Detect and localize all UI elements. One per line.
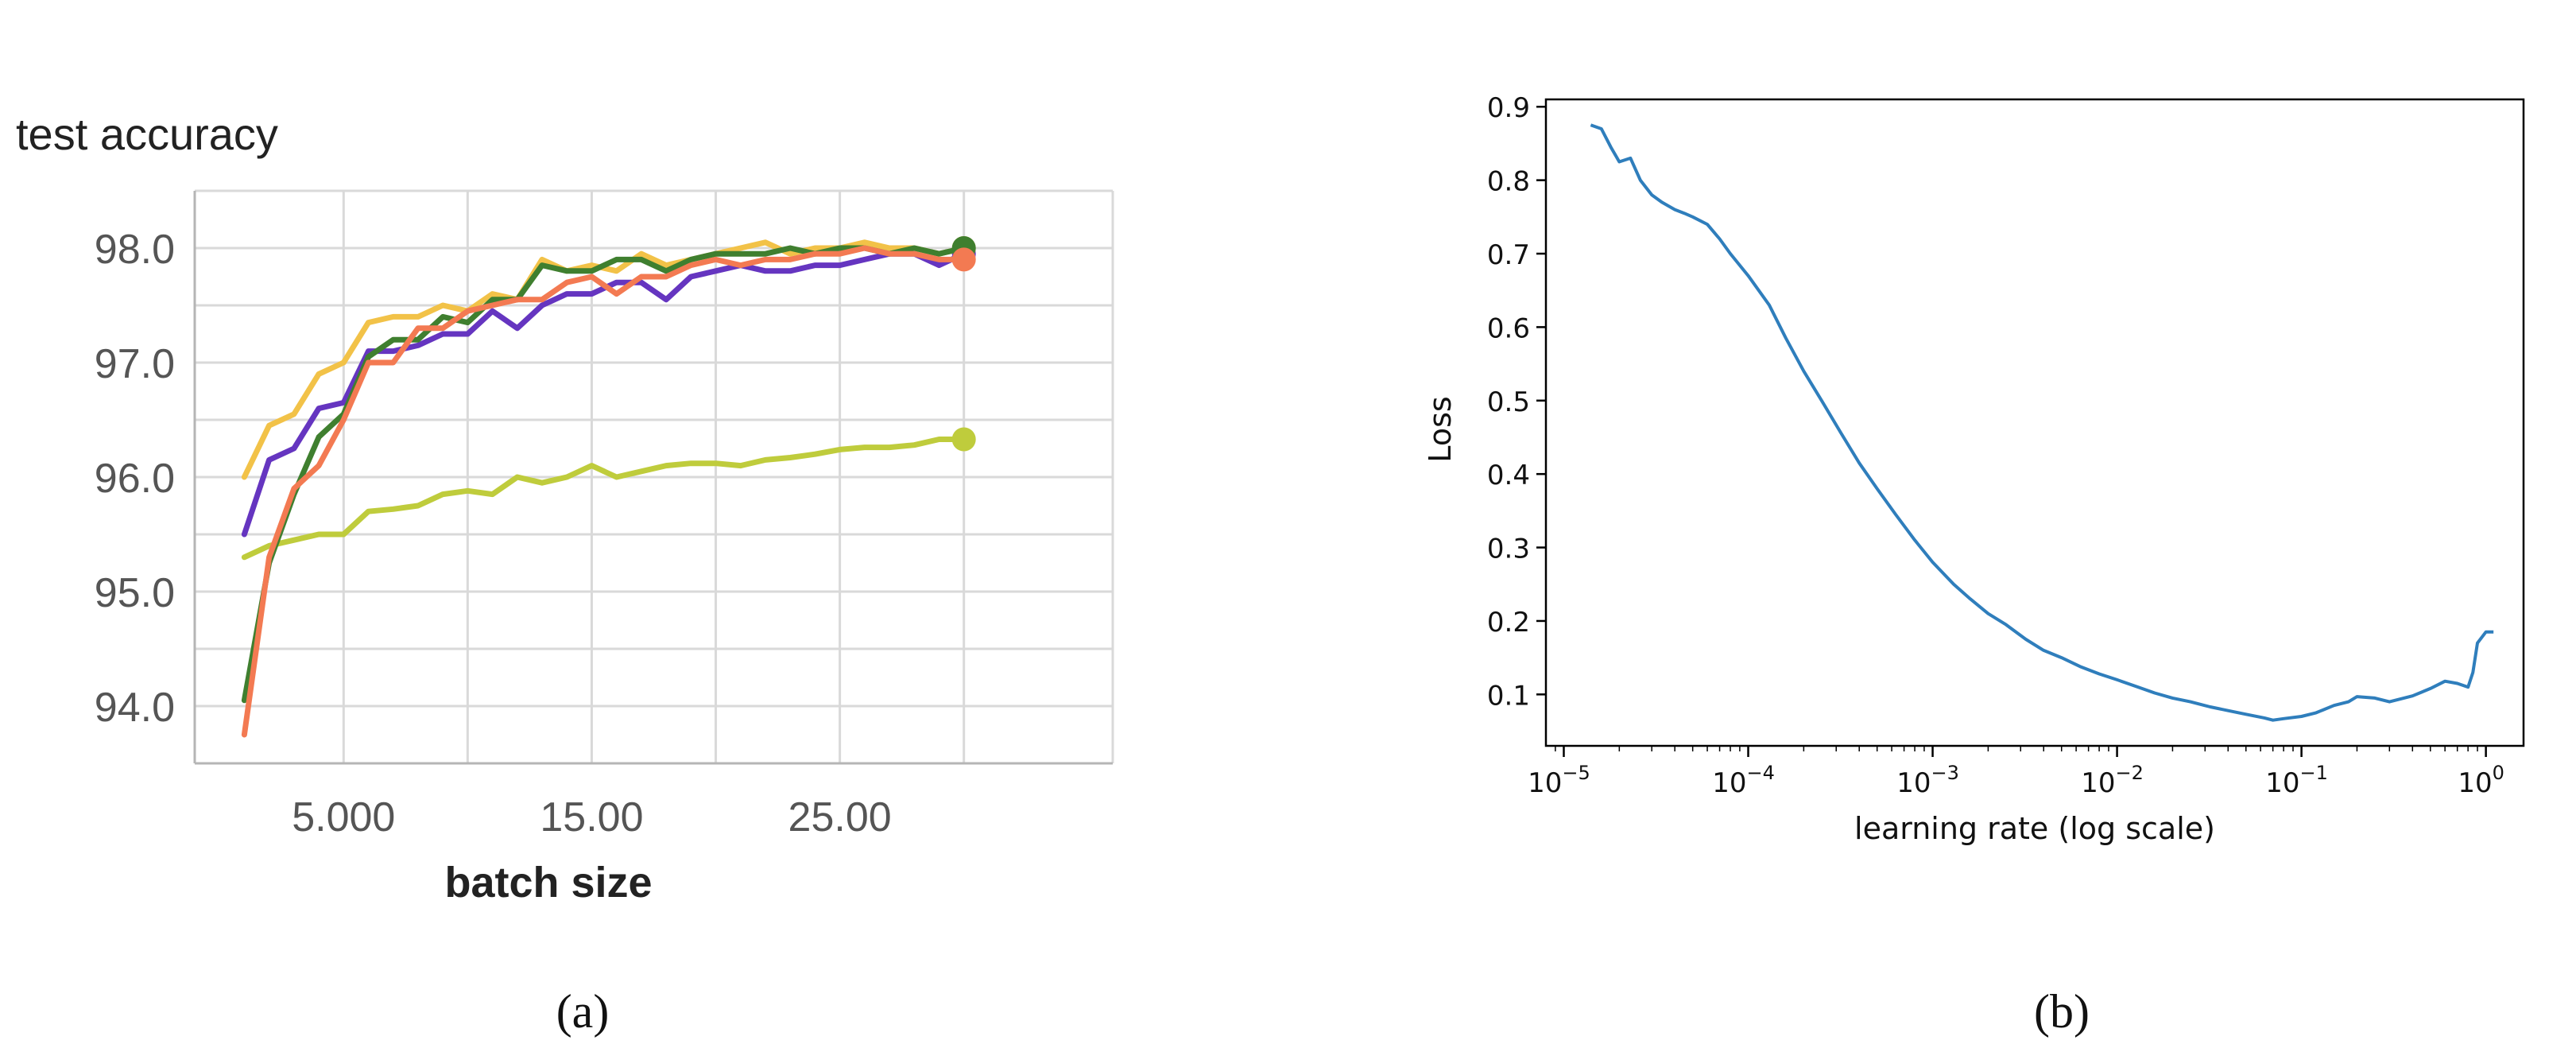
chart-b-y-tick-label: 0.5: [1487, 386, 1530, 418]
chart-a-y-tick-label: 97.0: [95, 341, 175, 387]
chart-panel-b: 0.1 0.2 0.3 0.4 0.5 0.6 0.7 0.8 0.9 10−5 10−4 10−3…: [1423, 92, 2525, 846]
chart-b-x-tick-label: 10−3: [1896, 762, 1959, 799]
chart-a-y-tick-label: 95.0: [95, 570, 175, 616]
chart-b-y-axis-label: Loss: [1423, 396, 1458, 462]
chart-a-x-tick-label: 5.000: [292, 794, 395, 840]
chart-b-x-tick-label: 10−2: [2081, 762, 2144, 799]
chart-b-y-tick-label: 0.3: [1487, 534, 1530, 565]
chart-b-y-tick-label: 0.7: [1487, 239, 1530, 271]
chart-a-x-tick-label: 15.00: [540, 794, 643, 840]
chart-b-y-tick-label: 0.9: [1487, 92, 1530, 124]
panel-label-b: (b): [2034, 985, 2090, 1038]
chart-a-axes: [193, 191, 1113, 765]
chart-a-y-tick-label: 96.0: [95, 456, 175, 502]
chart-a-series-line-3: [241, 245, 967, 738]
chart-b-x-axis-label: learning rate (log scale): [1854, 811, 2215, 846]
chart-a-series-group: [241, 236, 976, 738]
chart-b-y-tick-label: 0.8: [1487, 166, 1530, 198]
chart-panel-a: test accuracy 94.0 95.0 96.0 97.0 98.0 5.000…: [16, 109, 1114, 906]
chart-b-series-group: [1590, 123, 2494, 722]
chart-b-x-ticks: 10−5 10−4 10−3 10−2 10−1 100: [1528, 746, 2504, 799]
chart-b-x-tick-label: 10−4: [1712, 762, 1775, 799]
chart-a-series-line-4: [241, 437, 967, 561]
chart-a-title: test accuracy: [16, 109, 278, 159]
chart-a-series-end-marker-3: [951, 247, 976, 272]
chart-a-series-end-marker-4: [951, 427, 976, 452]
chart-a-y-tick-labels: 94.0 95.0 96.0 97.0 98.0: [95, 227, 175, 731]
chart-a-x-tick-label: 25.00: [788, 794, 892, 840]
chart-a-y-tick-label: 94.0: [95, 685, 175, 731]
chart-b-x-tick-label: 10−5: [1528, 762, 1590, 799]
chart-b-x-tick-label: 100: [2458, 762, 2504, 799]
chart-a-x-tick-labels: 5.000 15.00 25.00: [292, 794, 891, 840]
chart-b-loss-line: [1590, 123, 2494, 722]
chart-b-y-tick-label: 0.1: [1487, 680, 1530, 712]
chart-b-y-ticks: 0.1 0.2 0.3 0.4 0.5 0.6 0.7 0.8 0.9: [1487, 92, 1546, 712]
chart-a-series-line-1: [241, 239, 967, 480]
chart-b-frame: [1544, 98, 2525, 747]
chart-b-y-tick-label: 0.6: [1487, 312, 1530, 344]
chart-b-y-tick-label: 0.4: [1487, 460, 1530, 491]
chart-b-y-tick-label: 0.2: [1487, 607, 1530, 639]
chart-b-x-tick-label: 10−1: [2265, 762, 2328, 799]
chart-a-y-tick-label: 98.0: [95, 227, 175, 273]
chart-a-x-axis-label: batch size: [444, 859, 652, 906]
panel-label-a: (a): [556, 985, 610, 1038]
